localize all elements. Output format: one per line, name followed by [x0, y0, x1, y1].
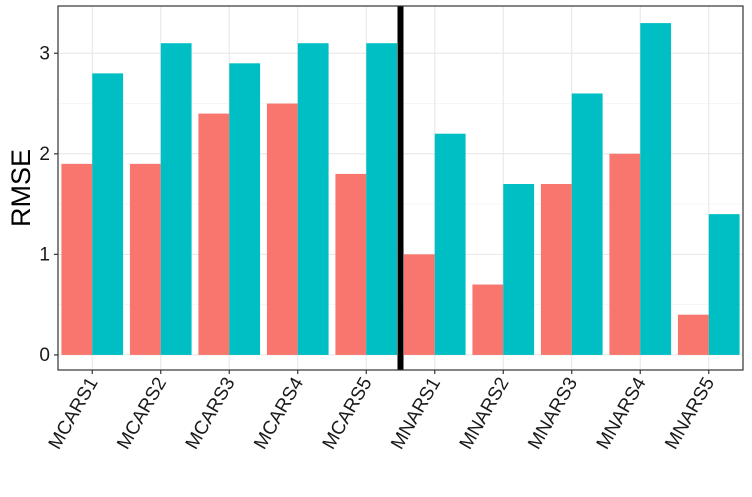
bar-mcars5-series-1: [335, 173, 367, 355]
bar-mcars4-series-1: [266, 103, 298, 355]
y-tick-label: 2: [39, 144, 50, 165]
bar-mcars1-series-1: [61, 163, 93, 355]
bar-mnars4-series-2: [640, 23, 672, 355]
x-axis: MCARS1 MCARS2 MCARS3 MCARS4 MCARS5 MNARS1 MNAR…: [45, 370, 719, 453]
x-tick-label: MCARS1: [45, 374, 103, 453]
bar-mcars2-series-1: [129, 163, 161, 355]
bars: [61, 23, 740, 355]
x-tick-label: MNARS4: [593, 374, 651, 453]
x-tick-label: MCARS2: [113, 374, 171, 453]
y-axis: 0 1 2 3: [39, 43, 58, 366]
bar-mcars5-series-2: [366, 43, 398, 355]
x-tick-label: MNARS2: [456, 374, 514, 453]
bar-mnars1-series-2: [434, 133, 466, 355]
x-tick-label: MCARS5: [319, 374, 377, 453]
bar-mcars4-series-2: [297, 43, 329, 355]
bar-mnars2-series-2: [503, 183, 535, 355]
y-tick-label: 3: [39, 43, 50, 64]
x-tick-label: MCARS3: [182, 374, 240, 453]
panel-border: [57, 5, 744, 371]
bar-mcars2-series-2: [160, 43, 192, 355]
bar-mnars3-series-2: [571, 93, 603, 355]
x-tick-label: MNARS3: [524, 374, 582, 453]
bar-mcars1-series-2: [92, 73, 124, 355]
bar-mcars3-series-1: [198, 113, 230, 355]
bar-mnars1-series-1: [403, 254, 435, 355]
y-tick-label: 1: [39, 244, 50, 265]
bar-mnars5-series-1: [677, 314, 709, 355]
y-tick-label: 0: [39, 345, 50, 366]
bar-mnars5-series-2: [708, 214, 740, 355]
bar-mnars2-series-1: [472, 284, 504, 355]
x-tick-label: MCARS4: [250, 374, 308, 453]
x-tick-label: MNARS1: [387, 374, 445, 453]
x-tick-label: MNARS5: [661, 374, 719, 453]
bar-mcars3-series-2: [229, 63, 261, 355]
y-axis-title: RMSE: [6, 149, 36, 227]
bar-mnars3-series-1: [540, 183, 572, 355]
bar-mnars4-series-1: [609, 153, 641, 355]
